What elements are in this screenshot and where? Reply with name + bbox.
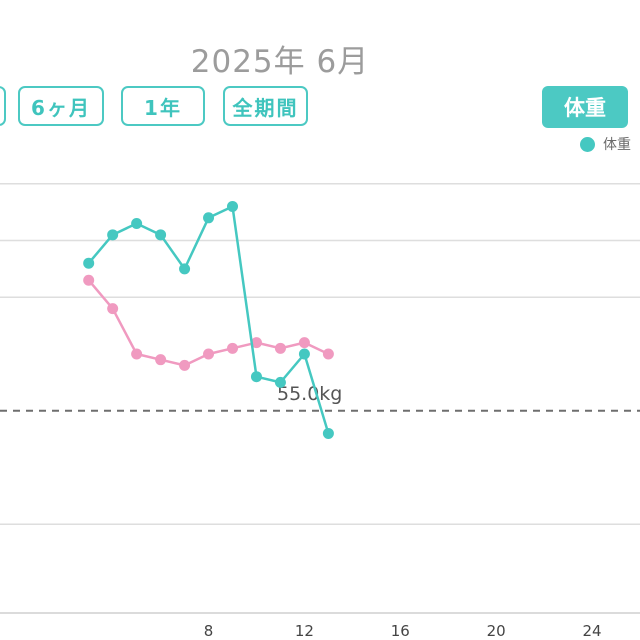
range-button-6months[interactable]: 6ヶ月 [18,86,104,126]
data-point [155,229,167,241]
series-1 [83,274,334,371]
chart-legend: 体重 [580,134,631,154]
x-tick-label: 8 [204,622,214,640]
data-point [274,376,286,388]
series-0 [83,200,334,439]
x-tick-label: 24 [583,622,602,640]
x-tick-label: 16 [391,622,410,640]
data-point [131,348,143,360]
data-point [250,371,262,383]
data-point [179,359,191,371]
legend-dot-icon [580,136,595,152]
data-point [227,200,239,212]
x-tick-label: 12 [295,622,314,640]
range-button-1year[interactable]: 1年 [121,86,205,126]
page-title: 2025年 6月 [190,44,370,80]
data-point [298,337,310,349]
data-point [155,354,167,366]
x-tick-label: 20 [487,622,506,640]
data-point [203,348,215,360]
metric-button-weight[interactable]: 体重 [542,86,628,128]
data-point [227,342,239,354]
data-point [203,212,215,224]
range-button-all[interactable]: 全期間 [223,86,308,126]
data-point [322,427,334,439]
data-point [83,274,95,286]
data-point [107,229,119,241]
reference-line-label: 55.0kg [277,383,342,405]
legend-label: 体重 [603,137,631,153]
data-point [107,303,119,315]
data-point [131,217,143,229]
data-point [179,263,191,275]
data-point [83,257,95,269]
data-point [322,348,334,360]
data-point [250,337,262,349]
data-point [298,348,310,360]
data-point [274,342,286,354]
